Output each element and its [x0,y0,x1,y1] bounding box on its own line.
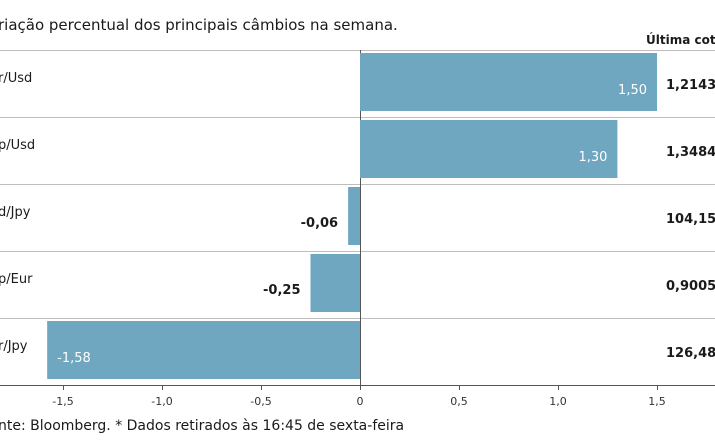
x-tick-label: 0 [357,395,364,408]
table-row: p/Usd 1,30 1,3484 [0,120,715,178]
x-tick-label: -1,0 [151,395,172,408]
x-tick-label: -0,5 [250,395,271,408]
x-axis: -1,5 -1,0 -0,5 0 0,5 1,0 1,5 [52,385,666,408]
value-label: -0,06 [301,216,338,231]
category-label: d/Jpy [0,205,31,220]
bar [348,187,360,245]
value-label: -0,25 [263,283,300,298]
table-row: d/Jpy -0,06 104,15 [0,187,715,245]
x-tick-label: 0,5 [450,395,468,408]
bar [47,321,360,379]
table-row: r/Usd 1,50 1,2143 [0,53,715,111]
bar [360,53,657,111]
table-row: r/Jpy -1,58 126,48 [0,321,715,379]
table-row: p/Eur -0,25 0,9005 [0,254,715,312]
last-quote-value: 0,9005 [666,279,715,294]
category-label: p/Eur [0,272,33,287]
category-label: r/Jpy [0,339,28,354]
last-quote-value: 1,3484 [666,145,715,160]
x-tick-label: 1,0 [549,395,567,408]
value-label: 1,50 [618,83,647,98]
x-tick-label: -1,5 [52,395,73,408]
value-label: -1,58 [57,351,91,366]
last-quote-value: 104,15 [666,212,715,227]
chart-title: riação percentual dos principais câmbios… [0,16,398,34]
x-tick-label: 1,5 [648,395,666,408]
bar [310,254,360,312]
category-label: p/Usd [0,138,35,153]
chart-footer: nte: Bloomberg. * Dados retirados às 16:… [0,418,404,434]
bar [360,120,618,178]
value-label: 1,30 [578,150,607,165]
category-label: r/Usd [0,71,32,86]
chart-rows: r/Usd 1,50 1,2143 p/Usd 1,30 1,3484 d/Jpy -0,06… [0,50,715,386]
last-quote-header: Última cotaç [646,32,715,47]
last-quote-value: 126,48 [666,346,715,361]
last-quote-value: 1,2143 [666,78,715,93]
